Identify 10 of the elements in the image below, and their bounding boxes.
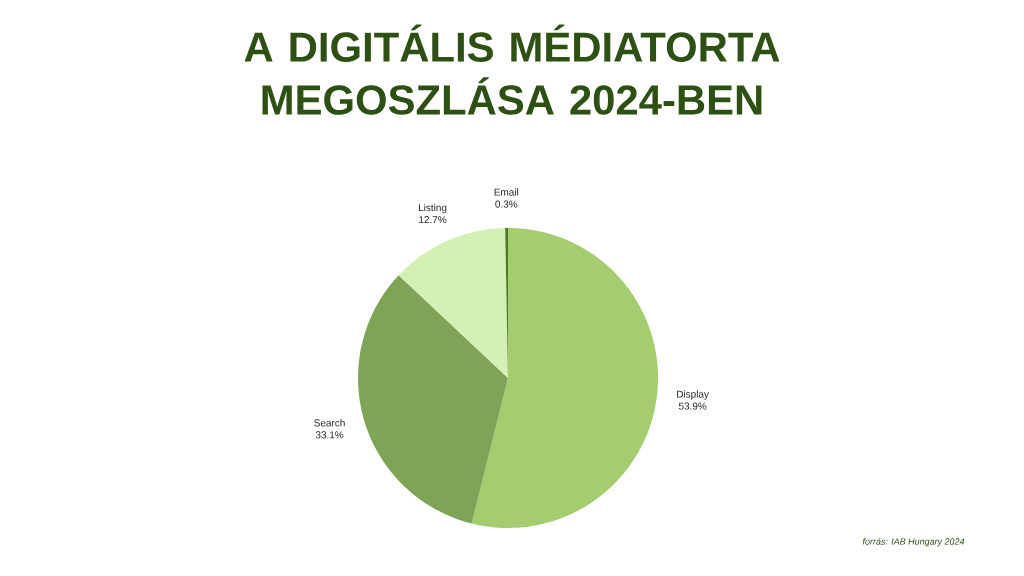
data-label: 12.7% (419, 216, 447, 224)
data-label: 33.1% (315, 431, 344, 439)
data-label: 0.3% (495, 200, 518, 208)
slice-label: Listing (418, 203, 447, 214)
slice-label: Display (677, 390, 709, 400)
slice-label: Search (314, 419, 345, 427)
data-label: 53.9% (678, 402, 707, 410)
slice-label: Email (494, 188, 519, 196)
chart-title: A DIGITÁLIS MÉDIATORTA MEGOSZLÁSA 2024-BEN (244, 24, 780, 115)
text: forrás: IAB Hungary 2024 (862, 537, 965, 547)
